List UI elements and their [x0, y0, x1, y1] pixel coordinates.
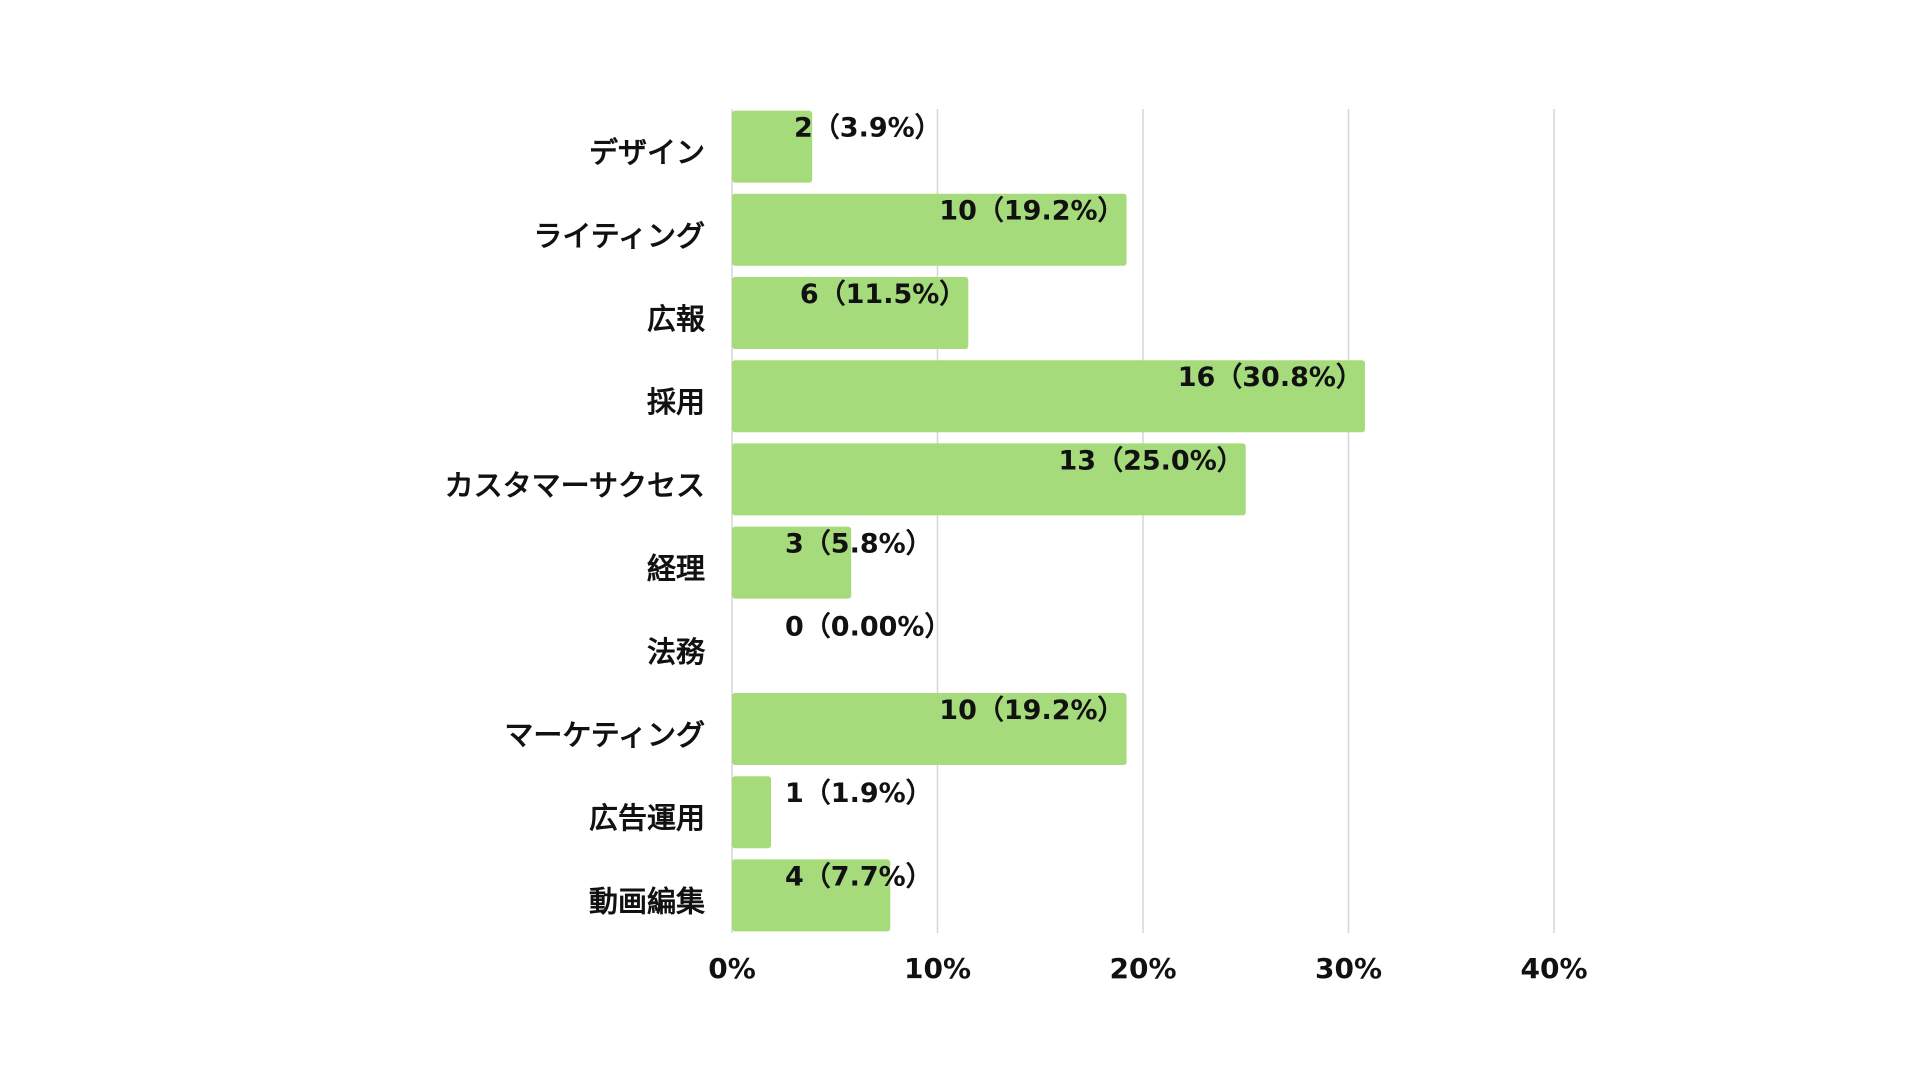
category-label-3: 採用 — [647, 385, 705, 419]
x-tick-label: 30% — [1315, 952, 1382, 985]
bar-1 — [732, 193, 1127, 266]
data-label-3: 16（30.8%） — [1178, 362, 1363, 393]
category-label-4: カスタマーサクセス — [445, 468, 705, 502]
data-label-7: 10（19.2%） — [939, 695, 1124, 726]
data-label-5: 3（5.8%） — [785, 529, 933, 560]
category-label-0: デザイン — [589, 136, 705, 170]
bar-2 — [732, 277, 969, 349]
category-labels: デザインライティング広報採用カスタマーサクセス経理法務マーケティング広告運用動画… — [445, 136, 706, 919]
bars — [732, 110, 1365, 932]
category-label-1: ライティング — [533, 219, 705, 253]
x-tick-label: 40% — [1520, 952, 1587, 985]
category-label-8: 広告運用 — [589, 801, 705, 835]
bar-5 — [732, 526, 852, 599]
data-label-0: 2（3.9%） — [794, 113, 942, 144]
x-tick-label: 10% — [904, 952, 971, 985]
category-label-7: マーケティング — [504, 718, 705, 752]
data-label-4: 13（25.0%） — [1059, 445, 1244, 476]
category-label-5: 経理 — [647, 552, 705, 586]
data-label-8: 1（1.9%） — [785, 778, 933, 809]
bar-7 — [732, 693, 1127, 765]
category-label-9: 動画編集 — [589, 884, 706, 918]
x-axis-ticks: 0% 10% 20% 30% 40% — [708, 952, 1587, 985]
x-tick-label: 0% — [708, 952, 756, 985]
x-tick-label: 20% — [1109, 952, 1176, 985]
data-labels: 2（3.9%） 10（19.2%） 6（11.5%） 16（30.8%） 13（25.0… — [785, 113, 1363, 893]
bar-9 — [732, 859, 891, 932]
bar-3 — [732, 360, 1365, 433]
data-label-9: 4（7.7%） — [785, 861, 933, 892]
bar-0 — [732, 110, 813, 183]
data-label-2: 6（11.5%） — [800, 279, 966, 310]
category-label-6: 法務 — [647, 635, 706, 669]
category-label-2: 広報 — [647, 302, 706, 336]
data-label-1: 10（19.2%） — [939, 196, 1124, 227]
bar-8 — [732, 776, 772, 849]
bar-4 — [732, 443, 1246, 516]
data-label-6: 0（0.00%） — [785, 612, 951, 643]
